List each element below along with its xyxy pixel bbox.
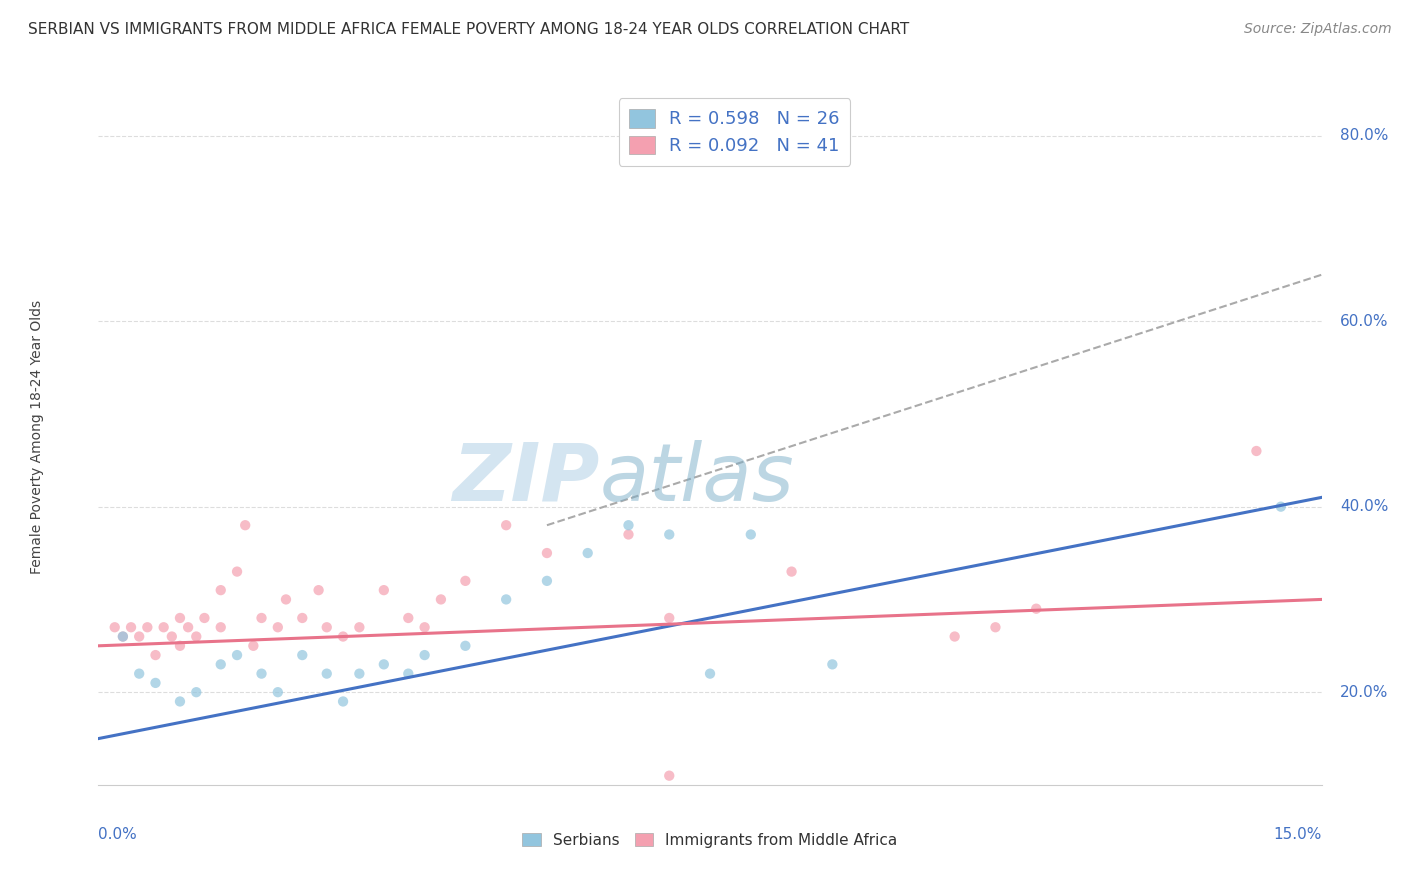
Text: 20.0%: 20.0% [1340, 685, 1388, 699]
Point [169, 611, 191, 625]
Point [145, 648, 167, 662]
Point [1270, 500, 1292, 514]
Point [658, 611, 681, 625]
Point [169, 694, 191, 708]
Point [658, 527, 681, 541]
Point [454, 639, 477, 653]
Point [186, 685, 208, 699]
Text: ZIP: ZIP [453, 440, 600, 518]
Text: 15.0%: 15.0% [1274, 827, 1322, 842]
Point [821, 657, 844, 672]
Point [1246, 444, 1268, 458]
Point [152, 620, 174, 634]
Point [308, 583, 330, 598]
Point [617, 518, 640, 533]
Text: SERBIAN VS IMMIGRANTS FROM MIDDLE AFRICA FEMALE POVERTY AMONG 18-24 YEAR OLDS CO: SERBIAN VS IMMIGRANTS FROM MIDDLE AFRICA… [28, 22, 910, 37]
Point [349, 666, 371, 681]
Text: 40.0%: 40.0% [1340, 500, 1388, 514]
Point [145, 676, 167, 690]
Point [332, 630, 354, 644]
Point [274, 592, 297, 607]
Text: 60.0%: 60.0% [1340, 314, 1389, 328]
Text: atlas: atlas [600, 440, 794, 518]
Point [373, 657, 395, 672]
Point [209, 657, 232, 672]
Point [617, 527, 640, 541]
Point [226, 648, 249, 662]
Point [413, 620, 436, 634]
Point [454, 574, 477, 588]
Point [315, 620, 337, 634]
Point [186, 630, 208, 644]
Point [128, 666, 150, 681]
Point [495, 592, 517, 607]
Point [209, 620, 232, 634]
Point [699, 666, 721, 681]
Point [128, 630, 150, 644]
Point [413, 648, 436, 662]
Point [136, 620, 159, 634]
Point [984, 620, 1007, 634]
Point [943, 630, 966, 644]
Text: 0.0%: 0.0% [98, 827, 138, 842]
Point [250, 611, 273, 625]
Point [233, 518, 256, 533]
Point [267, 685, 290, 699]
Point [536, 574, 558, 588]
Point [536, 546, 558, 560]
Text: Female Poverty Among 18-24 Year Olds: Female Poverty Among 18-24 Year Olds [31, 300, 44, 574]
Point [111, 630, 134, 644]
Point [291, 611, 314, 625]
Point [104, 620, 127, 634]
Point [209, 583, 232, 598]
Point [291, 648, 314, 662]
Point [495, 518, 517, 533]
Point [193, 611, 215, 625]
Point [226, 565, 249, 579]
Point [242, 639, 264, 653]
Point [780, 565, 803, 579]
Point [169, 639, 191, 653]
Point [396, 666, 419, 681]
Legend: Serbians, Immigrants from Middle Africa: Serbians, Immigrants from Middle Africa [516, 827, 904, 854]
Point [373, 583, 395, 598]
Text: 80.0%: 80.0% [1340, 128, 1388, 143]
Point [349, 620, 371, 634]
Point [430, 592, 453, 607]
Point [740, 527, 762, 541]
Point [658, 769, 681, 783]
Point [250, 666, 273, 681]
Point [160, 630, 183, 644]
Point [332, 694, 354, 708]
Point [120, 620, 142, 634]
Point [396, 611, 419, 625]
Point [177, 620, 200, 634]
Point [315, 666, 337, 681]
Point [267, 620, 290, 634]
Point [111, 630, 134, 644]
Point [576, 546, 599, 560]
Point [1025, 601, 1047, 615]
Text: Source: ZipAtlas.com: Source: ZipAtlas.com [1244, 22, 1392, 37]
